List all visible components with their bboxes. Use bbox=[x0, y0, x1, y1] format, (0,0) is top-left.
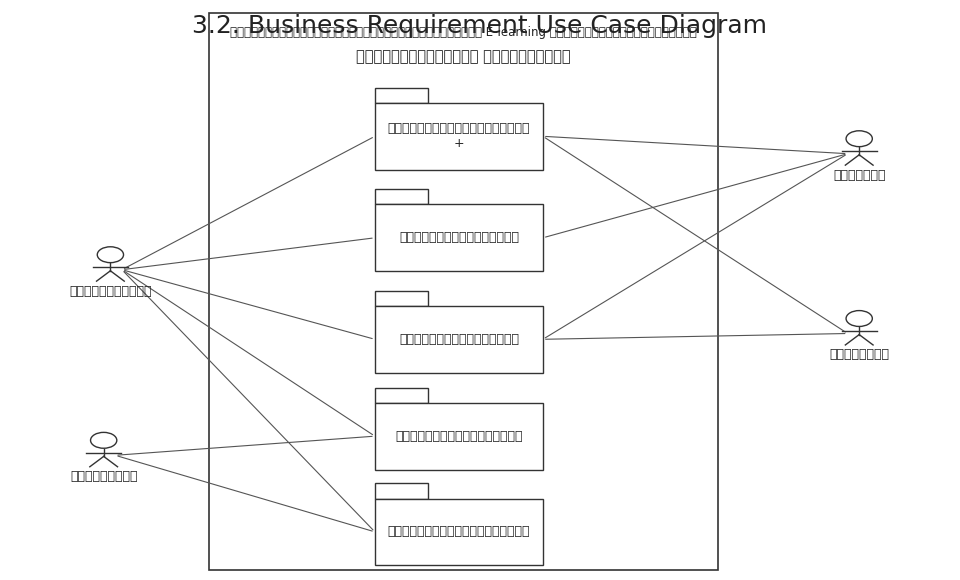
Bar bbox=[374, 88, 427, 103]
Bar bbox=[374, 205, 542, 271]
Bar bbox=[374, 484, 427, 498]
Circle shape bbox=[846, 130, 873, 147]
Text: การลงชื่อเข้าใช้งาน
+: การลงชื่อเข้าใช้งาน + bbox=[388, 122, 530, 150]
Text: นักศึกษา: นักศึกษา bbox=[829, 349, 889, 361]
Text: เจ้าหน้าที่: เจ้าหน้าที่ bbox=[69, 285, 152, 298]
Text: การจัดการการเข้าสอบ: การจัดการการเข้าสอบ bbox=[388, 525, 530, 538]
Bar bbox=[374, 103, 542, 169]
Text: ระบบการยืนยันตัวตนผู้เข้าสอบผ่านระบบ E-learning มหาวิทยาลัยแม่ฟ้าหลวง: ระบบการยืนยันตัวตนผู้เข้าสอบผ่านระบบ E-l… bbox=[230, 26, 697, 39]
Bar bbox=[374, 189, 427, 205]
Text: ผ่านการออนไลน์ แบบห้องปิด: ผ่านการออนไลน์ แบบห้องปิด bbox=[356, 49, 571, 64]
Text: 3.2. Business Requirement Use Case Diagram: 3.2. Business Requirement Use Case Diagr… bbox=[193, 14, 767, 38]
Circle shape bbox=[90, 432, 117, 448]
Circle shape bbox=[846, 310, 873, 327]
Circle shape bbox=[97, 246, 124, 263]
Bar bbox=[374, 403, 542, 470]
Bar bbox=[374, 498, 542, 565]
Bar bbox=[209, 13, 718, 570]
Bar bbox=[374, 306, 542, 373]
Text: อาจารย์: อาจารย์ bbox=[833, 169, 885, 182]
Bar bbox=[374, 291, 427, 306]
Text: การร้องขอห้องสอบ: การร้องขอห้องสอบ bbox=[399, 231, 518, 244]
Text: การจัดการตารางสอบ: การจัดการตารางสอบ bbox=[396, 430, 522, 443]
Bar bbox=[374, 387, 427, 403]
Text: ผู้คุมสอบ: ผู้คุมสอบ bbox=[70, 470, 137, 483]
Text: การจัดการห้องสอบ: การจัดการห้องสอบ bbox=[399, 333, 518, 346]
